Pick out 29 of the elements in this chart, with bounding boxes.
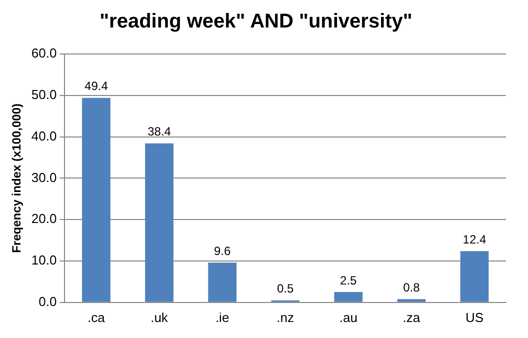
data-label: 0.5: [277, 282, 294, 296]
x-tick-label: .au: [339, 310, 358, 325]
x-tick-label: .uk: [150, 310, 168, 325]
x-tick-label: .za: [402, 310, 421, 325]
bar: [334, 292, 363, 302]
x-tick-label: US: [465, 310, 484, 325]
y-tick-label: 0.0: [38, 294, 57, 309]
y-axis-title: Freqency index (x100,000): [10, 103, 24, 253]
data-label: 9.6: [214, 244, 231, 258]
bar: [145, 143, 174, 302]
data-label: 38.4: [148, 124, 172, 139]
bar: [82, 98, 110, 302]
chart-title: "reading week" AND "university": [100, 10, 412, 33]
x-tick-label: .ca: [88, 310, 106, 325]
data-label: 12.4: [462, 232, 486, 246]
x-tick-label: .nz: [276, 310, 294, 325]
y-tick-label: 20.0: [31, 211, 57, 226]
y-tick-label: 50.0: [31, 86, 57, 102]
data-label: 2.5: [340, 273, 358, 288]
data-label: 49.4: [84, 79, 108, 94]
bar: [397, 299, 426, 302]
x-tick-label: .ie: [215, 310, 230, 325]
bar: [460, 251, 489, 302]
bar: [208, 262, 236, 302]
data-label: 0.8: [403, 280, 420, 294]
y-tick-label: 60.0: [31, 46, 57, 61]
y-tick-label: 30.0: [31, 170, 57, 185]
y-tick-label: 40.0: [31, 128, 57, 144]
y-tick-label: 10.0: [31, 252, 57, 268]
